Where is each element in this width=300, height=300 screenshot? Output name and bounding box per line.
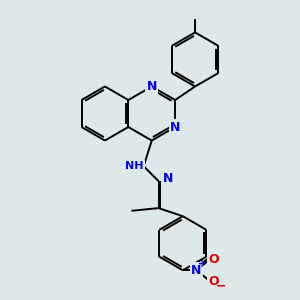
Text: O: O bbox=[208, 274, 219, 288]
Text: O: O bbox=[208, 253, 219, 266]
Text: −: − bbox=[215, 279, 226, 292]
Text: NH: NH bbox=[125, 161, 143, 171]
Text: N: N bbox=[191, 264, 202, 277]
Text: +: + bbox=[198, 259, 206, 269]
Text: N: N bbox=[170, 121, 180, 134]
Text: N: N bbox=[163, 172, 173, 185]
Text: N: N bbox=[147, 80, 157, 93]
